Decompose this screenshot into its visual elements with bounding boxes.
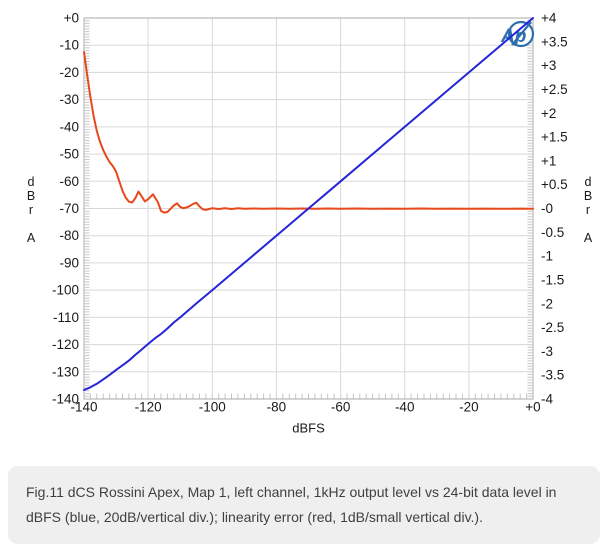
right-axis-tick-label: -0 <box>541 201 553 216</box>
left-axis-tick-label: -100 <box>52 283 79 298</box>
x-axis-tick-label: -100 <box>199 400 226 415</box>
caption-text: Fig.11 dCS Rossini Apex, Map 1, left cha… <box>26 484 557 525</box>
figure: Ap +0 -10 -20 -30 -40 -50 -60 -70 -80 -90 -100 -110 -… <box>27 11 593 436</box>
right-axis-tick-label: -0.5 <box>541 225 564 240</box>
x-axis-tick-label: -80 <box>267 400 287 415</box>
right-axis-tick-label: +2.5 <box>541 82 568 97</box>
right-axis-tick-label: -2 <box>541 296 553 311</box>
right-axis-unit-letter: d <box>585 175 592 189</box>
left-axis-unit-letter: B <box>27 189 35 203</box>
x-axis-tick-label: -20 <box>459 400 479 415</box>
right-axis-unit-letter: r <box>586 203 590 217</box>
right-axis-tick-label: +3 <box>541 58 556 73</box>
left-axis-tick-label: -50 <box>59 147 79 162</box>
left-axis-tick-label: -140 <box>52 392 79 407</box>
left-axis-tick-label: -30 <box>59 92 79 107</box>
left-axis-tick-label: -80 <box>59 228 79 243</box>
left-axis-tick-label: -20 <box>59 65 79 80</box>
left-axis-tick-label: -70 <box>59 201 79 216</box>
right-axis-tick-label: -4 <box>541 392 553 407</box>
right-axis-tick-label: +0.5 <box>541 177 568 192</box>
right-axis-tick-label: -3.5 <box>541 368 564 383</box>
x-axis-unit-label: dBFS <box>292 421 325 436</box>
x-axis-tick-label: -40 <box>395 400 415 415</box>
left-axis-unit-letter: r <box>29 203 33 217</box>
right-axis-tick-label: +3.5 <box>541 34 568 49</box>
left-axis-tick-label: -90 <box>59 255 79 270</box>
right-axis-tick-label: +4 <box>541 11 557 26</box>
right-axis-tick-label: +2 <box>541 106 556 121</box>
x-axis-tick-label: -120 <box>135 400 162 415</box>
x-axis-tick-label: +0 <box>525 400 540 415</box>
right-axis-tick-label: -2.5 <box>541 320 564 335</box>
ap-logo-slash <box>511 21 532 46</box>
x-axis-tick-label: -140 <box>70 400 97 415</box>
linearity-error-trace <box>83 51 534 214</box>
linearity-chart: Ap +0 -10 -20 -30 -40 -50 -60 -70 -80 -90 -100 -110 -… <box>27 11 593 436</box>
left-axis-tick-label: -10 <box>59 38 79 53</box>
left-axis-unit-letter: d <box>28 175 35 189</box>
left-axis-tick-label: -110 <box>53 310 79 325</box>
right-axis-tick-label: -3 <box>541 344 553 359</box>
left-axis-tick-label: -60 <box>59 174 79 189</box>
figure-caption: Fig.11 dCS Rossini Apex, Map 1, left cha… <box>8 466 600 544</box>
right-axis-tick-label: -1 <box>541 249 553 264</box>
left-axis-tick-label: -130 <box>52 364 79 379</box>
output-level-trace <box>83 17 534 391</box>
audio-precision-logo <box>507 20 535 48</box>
right-axis-unit-letter: B <box>584 189 592 203</box>
right-axis-tick-label: -1.5 <box>541 272 564 287</box>
left-axis-tick-label: -120 <box>52 337 79 352</box>
left-axis-unit-letter: A <box>27 231 36 245</box>
left-axis-tick-label: +0 <box>64 11 79 26</box>
ap-logo-text: Ap <box>500 26 526 47</box>
left-axis-tick-label: -40 <box>59 119 79 134</box>
right-axis-tick-label: +1.5 <box>541 130 568 145</box>
right-axis-tick-label: +1 <box>541 153 556 168</box>
right-axis-unit-letter: A <box>584 231 593 245</box>
x-axis-tick-label: -60 <box>331 400 351 415</box>
